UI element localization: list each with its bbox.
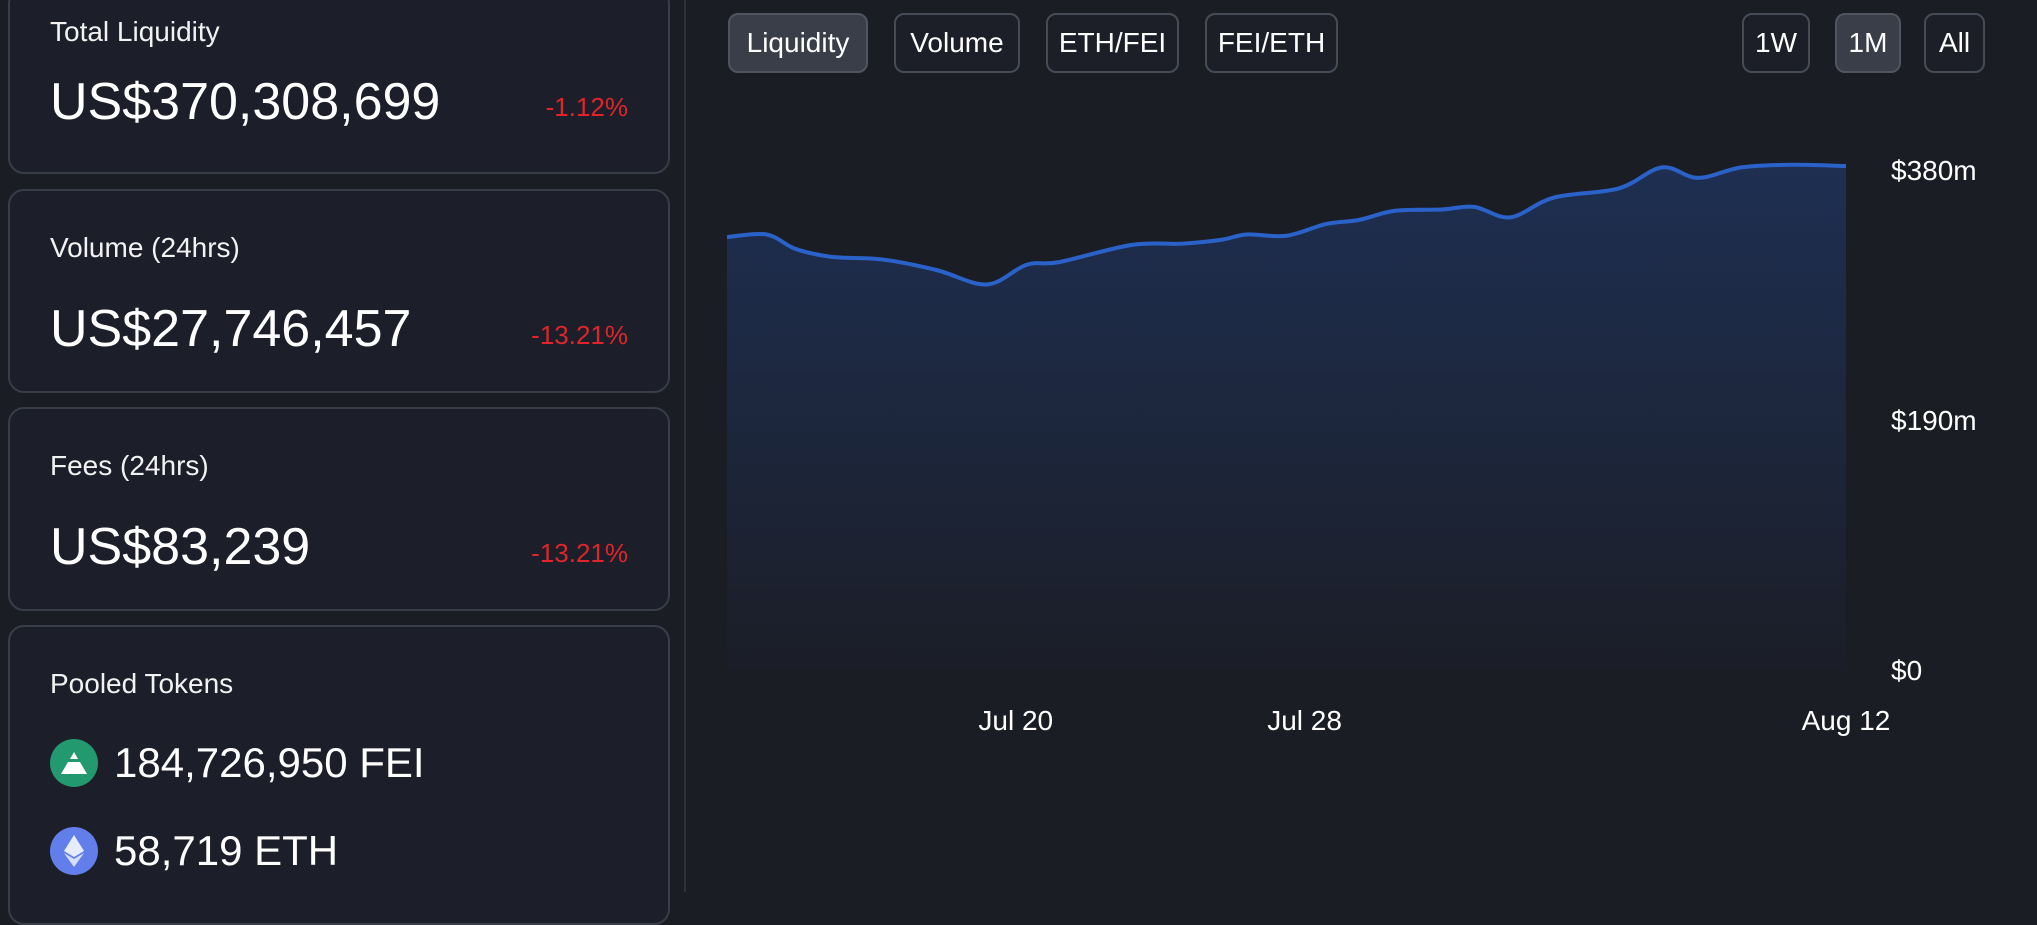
stat-label: Fees (24hrs) [50,450,209,481]
x-tick-label: Jul 20 [978,705,1053,736]
x-tick-label: Jul 28 [1267,705,1342,736]
stat-value: US$370,308,699 [50,73,441,131]
tab-eth-fei[interactable]: ETH/FEI [1046,13,1179,73]
stat-value: US$27,746,457 [50,300,412,358]
eth-icon [50,827,98,875]
fei-icon [50,739,98,787]
token-fei: 184,726,950 FEI [50,739,425,787]
y-tick-label: $190m [1891,405,1977,436]
stat-label: Volume (24hrs) [50,232,240,263]
token-amount: 184,726,950 FEI [114,739,425,786]
volume-card: Volume (24hrs) US$27,746,457 -13.21% [8,189,670,393]
token-eth: 58,719 ETH [50,827,338,875]
stat-change: -1.12% [545,92,628,122]
y-tick-label: $380m [1891,155,1977,186]
tab-volume[interactable]: Volume [894,13,1020,73]
range-all[interactable]: All [1924,13,1985,73]
panel-divider [684,0,686,892]
y-tick-label: $0 [1891,655,1922,686]
stat-change: -13.21% [531,320,628,350]
tab-liquidity[interactable]: Liquidity [728,13,868,73]
tab-fei-eth[interactable]: FEI/ETH [1205,13,1338,73]
token-amount: 58,719 ETH [114,827,339,874]
stat-change: -13.21% [531,538,628,568]
range-1m[interactable]: 1M [1835,13,1901,73]
stat-value: US$83,239 [50,518,311,576]
fees-card: Fees (24hrs) US$83,239 -13.21% [8,407,670,611]
stat-label: Total Liquidity [50,16,220,47]
range-1w[interactable]: 1W [1742,13,1810,73]
area-fill [727,164,1846,671]
total-liquidity-card: Total Liquidity US$370,308,699 -1.12% [8,0,670,174]
liquidity-line [726,162,1847,287]
pooled-tokens-card: Pooled Tokens 184,726,950 FEI 58,719 ETH [8,625,670,925]
pooled-label: Pooled Tokens [50,668,234,699]
x-tick-label: Aug 12 [1802,705,1891,736]
